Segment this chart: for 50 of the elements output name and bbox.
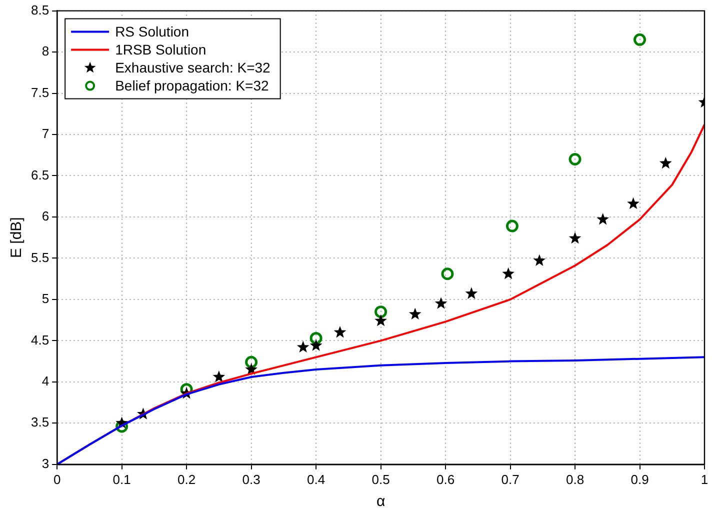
y-tick-label: 3 xyxy=(42,456,50,471)
point xyxy=(506,220,518,232)
legend-label: Exhaustive search: K=32 xyxy=(115,60,271,76)
x-axis-title: α xyxy=(376,493,386,510)
x-tick-label: 0.7 xyxy=(501,472,520,487)
x-tick-label: 0.4 xyxy=(307,472,326,487)
x-tick-label: 0 xyxy=(53,472,61,487)
y-tick-label: 4 xyxy=(42,374,50,389)
x-tick-label: 0.6 xyxy=(436,472,455,487)
point xyxy=(634,33,646,46)
y-tick-label: 5.5 xyxy=(30,250,50,265)
point xyxy=(296,340,310,353)
x-tick-label: 0.1 xyxy=(112,472,131,487)
point xyxy=(568,232,582,244)
y-tick-label: 8.5 xyxy=(30,2,50,18)
legend-label: RS Solution xyxy=(115,24,190,40)
point xyxy=(245,356,258,368)
y-tick-label: 3.5 xyxy=(30,414,50,430)
y-tick-label: 5 xyxy=(42,291,50,306)
y-tick-label: 7.5 xyxy=(30,84,50,100)
point xyxy=(334,326,346,338)
point xyxy=(310,339,322,351)
y-axis-title: E [dB] xyxy=(8,217,26,258)
point xyxy=(212,370,226,382)
x-tick-label: 1 xyxy=(700,472,708,487)
point xyxy=(533,254,546,266)
point xyxy=(434,297,448,309)
point xyxy=(596,212,610,225)
point xyxy=(441,268,454,280)
y-tick-label: 8 xyxy=(42,44,50,59)
point xyxy=(568,153,582,166)
point xyxy=(310,332,322,344)
y-tick-label: 6 xyxy=(42,208,50,224)
x-tick-label: 0.8 xyxy=(566,472,584,487)
legend-label: Belief propagation: K=32 xyxy=(115,78,270,94)
x-tick-label: 0.5 xyxy=(372,472,390,487)
x-tick-label: 0.2 xyxy=(178,472,196,487)
x-tick-label: 0.9 xyxy=(630,472,649,487)
legend-label: 1RSB Solution xyxy=(115,42,206,58)
point xyxy=(502,267,515,280)
point xyxy=(659,156,672,169)
point xyxy=(627,197,640,210)
point xyxy=(408,308,422,320)
y-tick-label: 7 xyxy=(42,126,50,142)
x-tick-label: 0.3 xyxy=(242,472,260,487)
point xyxy=(465,287,478,299)
y-tick-label: 4.5 xyxy=(30,332,50,348)
y-tick-label: 6.5 xyxy=(30,167,50,182)
point xyxy=(374,314,387,326)
point xyxy=(374,306,388,318)
